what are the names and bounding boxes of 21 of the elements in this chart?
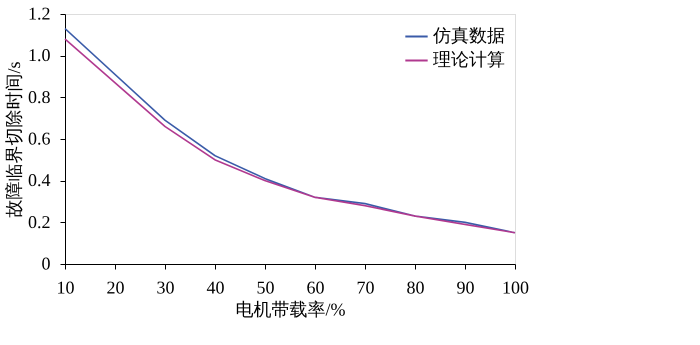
x-tick-label: 40 [206,278,224,298]
x-tick-label: 60 [306,278,324,298]
y-tick-label: 0 [42,254,50,274]
y-tick-label: 0.8 [28,86,50,107]
y-tick-label: 0.4 [28,170,50,190]
y-axis-title: 故障临界切除时间/s [4,61,24,218]
x-tick-label: 90 [456,278,474,298]
x-tick-label: 30 [156,278,174,298]
x-axis-title: 电机带载率/% [236,300,346,320]
x-tick-label: 80 [406,278,424,298]
y-tick-label: 1.0 [28,45,50,66]
x-tick-label: 10 [56,278,74,298]
x-tick-label: 100 [502,278,529,298]
x-tick-label: 20 [106,278,124,298]
legend-label: 理论计算 [433,50,505,70]
y-tick-label: 1.2 [28,4,50,24]
x-tick-label: 50 [256,278,274,298]
legend-label: 仿真数据 [432,26,505,46]
y-tick-label: 0.6 [28,128,50,148]
y-tick-label: 0.2 [28,212,50,232]
x-tick-label: 70 [356,278,374,298]
